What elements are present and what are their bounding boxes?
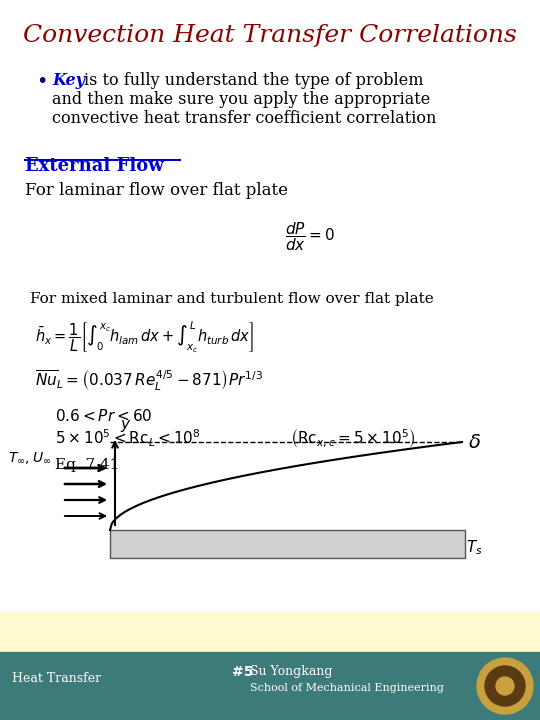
Text: School of Mechanical Engineering: School of Mechanical Engineering: [250, 683, 444, 693]
Text: For laminar flow over flat plate: For laminar flow over flat plate: [25, 182, 288, 199]
Text: Key: Key: [52, 72, 85, 89]
Text: $\overline{Nu}_L = \left(0.037\,Re_L^{4/5} - 871\right)Pr^{1/3}$: $\overline{Nu}_L = \left(0.037\,Re_L^{4/…: [35, 367, 263, 392]
Text: $\delta$: $\delta$: [468, 433, 481, 451]
Bar: [0, 652, 540, 720]
Text: •: •: [36, 72, 48, 91]
Text: $\left(\mathrm{Rc}_{x,c} = 5\times10^5\right)$: $\left(\mathrm{Rc}_{x,c} = 5\times10^5\r…: [290, 428, 415, 450]
Circle shape: [477, 658, 533, 714]
Text: $0.6 < Pr < 60$: $0.6 < Pr < 60$: [55, 408, 152, 424]
Text: $\dfrac{dP}{dx} = 0$: $\dfrac{dP}{dx} = 0$: [285, 220, 335, 253]
Text: $T_s$: $T_s$: [466, 539, 483, 557]
Circle shape: [485, 666, 525, 706]
Text: Su Yongkang: Su Yongkang: [250, 665, 333, 678]
Text: Eq. 7.41: Eq. 7.41: [55, 458, 119, 472]
Text: $T_\infty,U_\infty$: $T_\infty,U_\infty$: [8, 450, 51, 466]
Text: y: y: [120, 417, 129, 432]
Text: #5: #5: [232, 665, 253, 679]
Text: External Flow: External Flow: [25, 157, 164, 175]
Bar: [0, 612, 540, 652]
Text: $5\times10^5 < \mathrm{Rc}_L < 10^8$: $5\times10^5 < \mathrm{Rc}_L < 10^8$: [55, 428, 201, 449]
Text: Convection Heat Transfer Correlations: Convection Heat Transfer Correlations: [23, 24, 517, 47]
Text: and then make sure you apply the appropriate: and then make sure you apply the appropr…: [52, 91, 430, 108]
Text: For mixed laminar and turbulent flow over flat plate: For mixed laminar and turbulent flow ove…: [30, 292, 434, 306]
Text: $\bar{h}_{x} = \dfrac{1}{L}\left[\int_0^{x_c} h_{lam}\,dx + \int_{x_c}^{L} h_{tu: $\bar{h}_{x} = \dfrac{1}{L}\left[\int_0^…: [35, 320, 254, 355]
Text: is to fully understand the type of problem: is to fully understand the type of probl…: [84, 72, 423, 89]
Text: Heat Transfer: Heat Transfer: [12, 672, 101, 685]
Text: convective heat transfer coefficient correlation: convective heat transfer coefficient cor…: [52, 110, 436, 127]
Bar: [110, 530, 465, 558]
Circle shape: [496, 677, 514, 695]
